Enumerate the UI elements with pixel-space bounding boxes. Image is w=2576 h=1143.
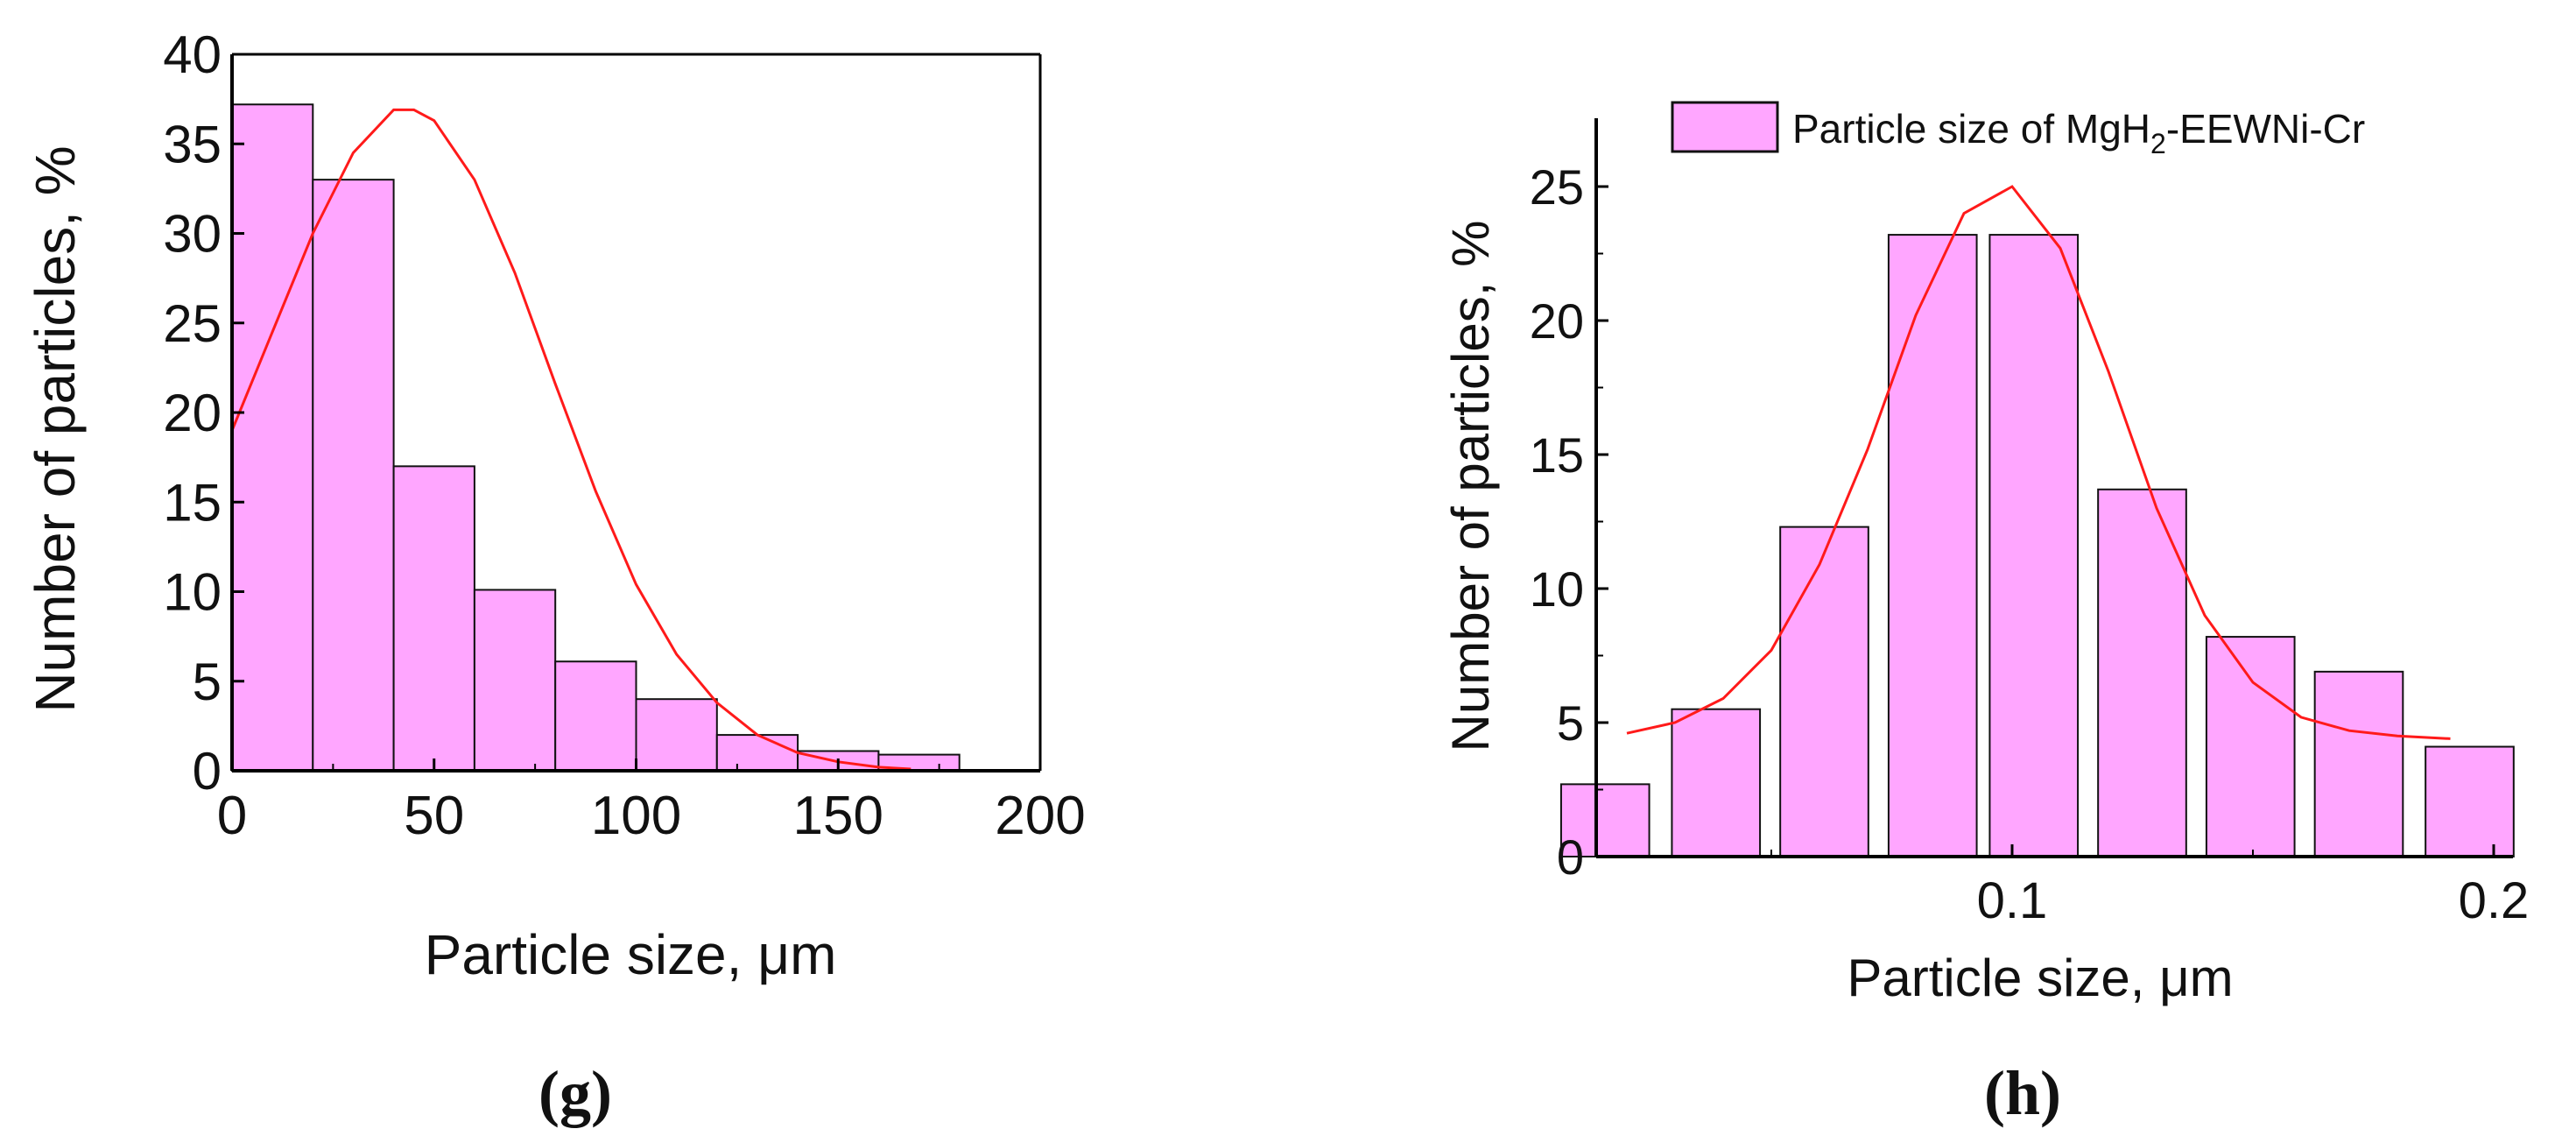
bar [715,734,799,772]
y-axis-label: Number of particles, % [1441,221,1500,752]
legend-label-main: Particle size of MgH [1792,106,2150,152]
y-axis-label: Number of particles, % [24,145,87,712]
y-tick-label: 10 [163,563,222,622]
chart-panel-g: 0 50 100 150 200 0 5 10 15 20 25 30 35 40 Particle s… [24,25,1086,1128]
x-axis-label: Particle size, μm [425,923,837,986]
chart-panel-h: 0.1 0.2 0 5 10 15 20 25 Particle size of MgH2-… [1441,101,2530,1128]
x-ticks: 0.1 0.2 [1770,844,2530,929]
bar [1887,234,1978,857]
bar [312,179,395,772]
y-ticks: 0 5 10 15 20 25 30 35 40 [163,25,244,801]
legend: Particle size of MgH2-EEWNi-Cr [1671,101,2365,159]
x-tick-label: 0.2 [2459,872,2530,929]
y-tick-label: 5 [193,653,222,711]
panel-label-g: (g) [538,1058,612,1128]
bar-series [231,103,961,773]
x-tick-label: 0.1 [1977,872,2048,929]
bar [1559,783,1650,858]
bar [2205,636,2296,858]
bar [2425,745,2515,857]
fit-curve [230,108,911,771]
fit-curve [1626,185,2451,740]
x-tick-label: 150 [793,786,883,846]
x-axis-label: Particle size, μm [1847,949,2233,1007]
bar [473,589,557,773]
y-tick-label: 0 [193,742,222,801]
x-tick-label: 200 [995,786,1085,846]
x-ticks: 0 50 100 150 200 [217,758,1086,846]
y-tick-label: 25 [163,294,222,353]
y-tick-label: 40 [163,25,222,84]
bar [2313,670,2404,857]
y-tick-label: 20 [1530,293,1584,349]
x-tick-label: 0 [217,786,247,846]
y-tick-label: 25 [1530,159,1584,215]
bar [392,465,475,772]
y-tick-label: 10 [1530,561,1584,617]
bar [231,103,314,772]
x-tick-label: 100 [591,786,681,846]
bar [1671,708,1762,858]
bar [1988,234,2080,857]
legend-label-subscript: 2 [2150,128,2166,159]
y-tick-label: 15 [163,473,222,532]
y-tick-label: 15 [1530,427,1584,483]
y-tick-label: 20 [163,384,222,442]
y-ticks: 0 5 10 15 20 25 [1530,159,1608,885]
bar [554,660,637,773]
legend-label: Particle size of MgH2-EEWNi-Cr [1792,106,2365,159]
x-tick-label: 50 [404,786,464,846]
y-tick-label: 30 [163,205,222,264]
legend-swatch [1671,101,1779,153]
y-tick-label: 0 [1557,829,1584,885]
y-tick-label: 5 [1557,695,1584,751]
bar [2097,488,2187,858]
bar-series [1559,234,2515,858]
bar [1779,526,1869,857]
bar [635,698,718,773]
panel-label-h: (h) [1984,1058,2061,1128]
legend-label-tail: -EEWNi-Cr [2166,106,2365,152]
y-tick-label: 35 [163,115,222,173]
